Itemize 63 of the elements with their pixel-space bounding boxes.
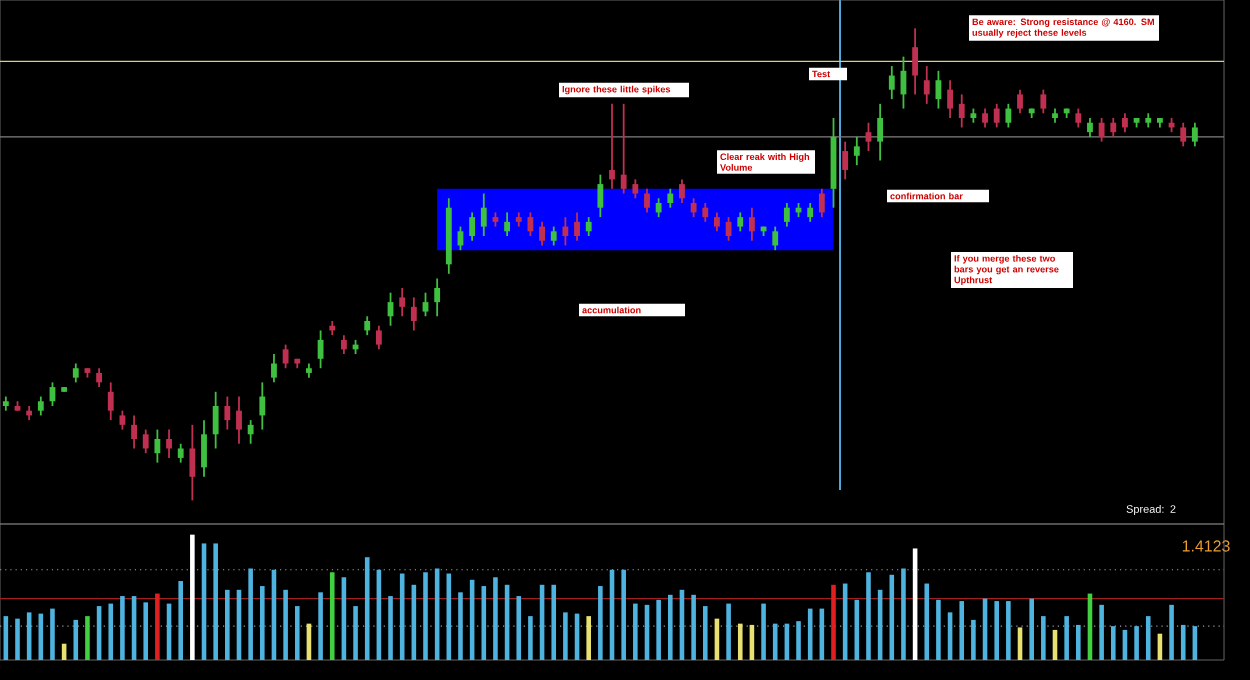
bar (994, 601, 1000, 660)
bar (1041, 616, 1046, 660)
bar (866, 572, 871, 660)
bar (1064, 616, 1069, 660)
bar (481, 586, 487, 660)
bar (1029, 598, 1034, 660)
bar (702, 606, 708, 660)
bar (283, 589, 288, 660)
bar (551, 584, 557, 660)
bar (959, 601, 965, 660)
bar (388, 596, 393, 660)
bar (120, 596, 125, 660)
bar (493, 577, 498, 660)
bar (155, 593, 160, 660)
bar (1180, 624, 1186, 660)
bar (889, 574, 895, 660)
bar (1145, 616, 1151, 660)
bar (621, 569, 626, 660)
bar (1134, 626, 1139, 660)
bar (213, 543, 218, 660)
bar (178, 581, 183, 660)
bar (761, 603, 766, 660)
bar (50, 608, 55, 660)
bar (691, 594, 696, 660)
bar (936, 599, 941, 660)
bar (656, 599, 661, 660)
bar (971, 619, 976, 660)
bar (423, 572, 428, 660)
bar (1169, 604, 1174, 660)
bar (364, 557, 370, 660)
bar (1110, 626, 1116, 660)
bar (1006, 601, 1011, 660)
bar (528, 616, 533, 660)
bar (831, 584, 836, 660)
bar (15, 618, 20, 660)
bar (726, 603, 731, 660)
bar (318, 592, 323, 660)
bar (248, 568, 253, 660)
bar (225, 589, 230, 660)
bar (294, 606, 300, 660)
bar (796, 621, 801, 660)
bar (563, 612, 568, 660)
bar (633, 603, 638, 660)
bar (73, 619, 79, 660)
bar (516, 596, 522, 660)
bar (586, 616, 591, 660)
bar (143, 602, 149, 660)
bar (924, 583, 930, 660)
bar (1099, 604, 1104, 660)
bar (1076, 624, 1081, 660)
bar (668, 594, 673, 660)
bar (85, 616, 90, 660)
bar (458, 592, 463, 660)
bar (260, 586, 265, 660)
bar (901, 568, 906, 660)
bar (329, 572, 335, 660)
bar (108, 603, 114, 660)
bar (353, 606, 358, 660)
candlestick (119, 409, 126, 431)
bar (772, 623, 778, 660)
bar (737, 623, 743, 660)
bar (598, 586, 603, 660)
bar (190, 534, 195, 660)
